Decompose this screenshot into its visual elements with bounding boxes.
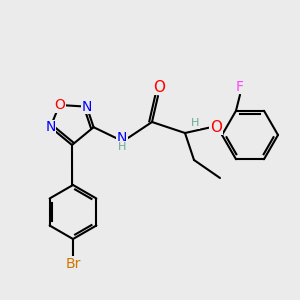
Text: N: N xyxy=(82,100,92,114)
Text: F: F xyxy=(236,80,244,94)
Text: Br: Br xyxy=(65,257,81,271)
Text: N: N xyxy=(117,131,127,145)
Text: H: H xyxy=(118,142,126,152)
Text: O: O xyxy=(54,98,65,112)
Text: O: O xyxy=(153,80,165,94)
Text: H: H xyxy=(191,118,199,128)
Text: N: N xyxy=(45,120,56,134)
Text: O: O xyxy=(210,119,222,134)
